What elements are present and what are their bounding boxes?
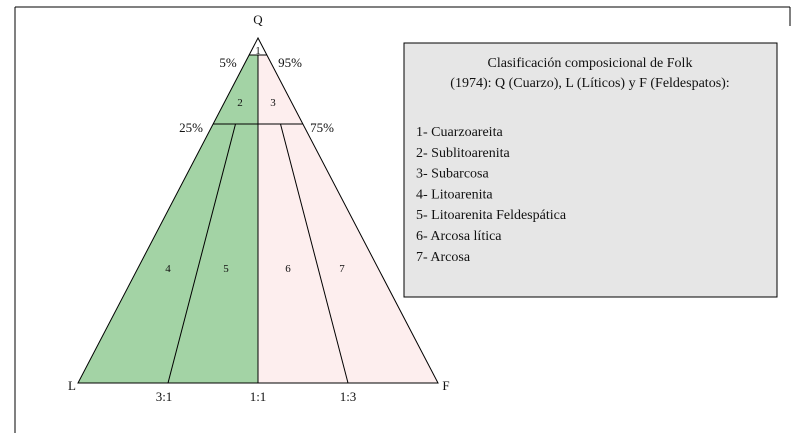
green-field: [78, 55, 258, 383]
legend-box: [403, 42, 778, 298]
legend-item: 6- Arcosa lítica: [416, 229, 502, 244]
percent-label: 95%: [278, 55, 302, 70]
region-number: 3: [270, 97, 276, 109]
legend-item: 4- Litoarenita: [416, 187, 493, 202]
pink-field: [258, 55, 438, 383]
region-number: 6: [285, 263, 291, 275]
legend-item: 2- Sublitoarenita: [416, 146, 510, 161]
vertex-q: Q: [253, 12, 263, 27]
region-number: 5: [223, 263, 229, 275]
ratio-label: 1:3: [340, 389, 357, 404]
ratio-label: 1:1: [250, 389, 267, 404]
region-number: 4: [165, 263, 171, 275]
triangle-lines: [77, 36, 439, 384]
legend-item: 5- Litoarenita Feldespática: [416, 208, 567, 223]
legend-title: Clasificación composicional de Folk: [488, 56, 693, 71]
legend-title: (1974): Q (Cuarzo), L (Líticos) y F (Fel…: [450, 76, 729, 91]
region-number: 1: [255, 45, 261, 57]
ratio-label: 3:1: [156, 389, 173, 404]
region-number: 7: [339, 263, 345, 275]
percent-label: 75%: [310, 120, 334, 135]
percent-label: 5%: [219, 55, 237, 70]
region-number: 2: [237, 97, 243, 109]
legend-item: 1- Cuarzoareita: [416, 125, 503, 140]
vertex-l: L: [68, 378, 76, 393]
legend: Clasificación composicional de Folk (1974…: [416, 56, 730, 265]
line-1-3: [280, 123, 349, 384]
line-3-1: [167, 123, 236, 384]
legend-item: 7- Arcosa: [416, 250, 471, 265]
percent-label: 25%: [179, 120, 203, 135]
vertex-f: F: [442, 378, 449, 393]
legend-item: 3- Subarcosa: [416, 167, 489, 182]
